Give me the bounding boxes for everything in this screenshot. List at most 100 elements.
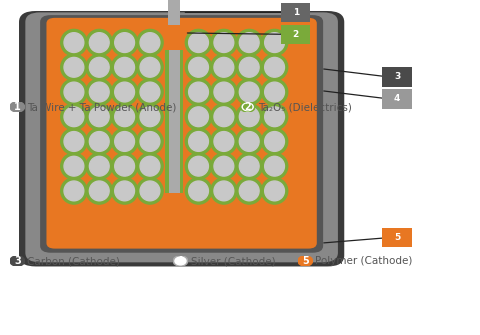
Text: 4: 4 — [394, 94, 400, 104]
Ellipse shape — [240, 33, 259, 53]
Ellipse shape — [64, 156, 84, 176]
Ellipse shape — [189, 156, 208, 176]
Text: 3: 3 — [14, 256, 21, 266]
Ellipse shape — [61, 29, 87, 56]
Ellipse shape — [115, 82, 134, 102]
Ellipse shape — [214, 33, 234, 53]
Ellipse shape — [111, 54, 138, 80]
FancyBboxPatch shape — [382, 89, 412, 109]
Ellipse shape — [89, 57, 109, 77]
Ellipse shape — [115, 181, 134, 201]
Ellipse shape — [111, 104, 138, 130]
Text: Ta Wire + Ta Powder (Anode): Ta Wire + Ta Powder (Anode) — [27, 102, 177, 112]
Ellipse shape — [236, 54, 263, 80]
Ellipse shape — [262, 104, 288, 130]
Text: 5: 5 — [302, 256, 309, 266]
Text: Silver (Cathode): Silver (Cathode) — [191, 256, 275, 266]
FancyBboxPatch shape — [19, 11, 344, 266]
Ellipse shape — [137, 29, 163, 56]
FancyBboxPatch shape — [40, 15, 323, 253]
Ellipse shape — [214, 107, 234, 127]
Ellipse shape — [236, 104, 263, 130]
Text: Polymer (Cathode): Polymer (Cathode) — [315, 256, 413, 266]
Ellipse shape — [115, 107, 134, 127]
Ellipse shape — [86, 178, 112, 204]
Ellipse shape — [89, 132, 109, 151]
Text: 1: 1 — [292, 8, 299, 17]
Ellipse shape — [240, 181, 259, 201]
Ellipse shape — [214, 132, 234, 151]
Ellipse shape — [64, 33, 84, 53]
Ellipse shape — [140, 33, 160, 53]
Ellipse shape — [140, 156, 160, 176]
Ellipse shape — [214, 156, 234, 176]
Ellipse shape — [264, 33, 285, 53]
Ellipse shape — [115, 156, 134, 176]
Ellipse shape — [115, 33, 134, 53]
Ellipse shape — [86, 54, 112, 80]
Ellipse shape — [185, 54, 212, 80]
Ellipse shape — [236, 153, 263, 179]
Ellipse shape — [211, 29, 237, 56]
Ellipse shape — [86, 104, 112, 130]
Ellipse shape — [185, 178, 212, 204]
Ellipse shape — [111, 178, 138, 204]
Ellipse shape — [111, 29, 138, 56]
Ellipse shape — [140, 82, 160, 102]
Circle shape — [173, 256, 188, 266]
Ellipse shape — [211, 153, 237, 179]
Ellipse shape — [262, 79, 288, 105]
Ellipse shape — [111, 128, 138, 155]
Ellipse shape — [214, 82, 234, 102]
Ellipse shape — [264, 57, 285, 77]
Ellipse shape — [111, 153, 138, 179]
Circle shape — [240, 102, 255, 112]
Ellipse shape — [137, 104, 163, 130]
Ellipse shape — [262, 178, 288, 204]
Ellipse shape — [115, 57, 134, 77]
FancyBboxPatch shape — [47, 18, 317, 249]
FancyBboxPatch shape — [281, 25, 311, 44]
Ellipse shape — [86, 153, 112, 179]
Ellipse shape — [236, 79, 263, 105]
Ellipse shape — [137, 128, 163, 155]
Ellipse shape — [240, 107, 259, 127]
Ellipse shape — [189, 107, 208, 127]
FancyBboxPatch shape — [382, 67, 412, 86]
Ellipse shape — [137, 178, 163, 204]
Ellipse shape — [264, 132, 285, 151]
Text: 5: 5 — [394, 233, 400, 242]
Ellipse shape — [61, 104, 87, 130]
Ellipse shape — [211, 104, 237, 130]
FancyBboxPatch shape — [281, 3, 311, 22]
Ellipse shape — [236, 178, 263, 204]
Ellipse shape — [189, 82, 208, 102]
Ellipse shape — [264, 181, 285, 201]
FancyBboxPatch shape — [382, 228, 412, 247]
Ellipse shape — [236, 29, 263, 56]
Bar — [168, 50, 180, 193]
Bar — [165, 50, 183, 193]
Ellipse shape — [61, 128, 87, 155]
Ellipse shape — [115, 132, 134, 151]
Ellipse shape — [64, 57, 84, 77]
Ellipse shape — [64, 107, 84, 127]
Ellipse shape — [185, 104, 212, 130]
Ellipse shape — [185, 153, 212, 179]
Ellipse shape — [140, 57, 160, 77]
Ellipse shape — [264, 107, 285, 127]
Text: 2: 2 — [292, 30, 299, 39]
Ellipse shape — [262, 54, 288, 80]
Ellipse shape — [214, 181, 234, 201]
Ellipse shape — [64, 82, 84, 102]
Ellipse shape — [61, 79, 87, 105]
Ellipse shape — [262, 128, 288, 155]
Ellipse shape — [240, 156, 259, 176]
Ellipse shape — [89, 156, 109, 176]
Ellipse shape — [86, 29, 112, 56]
Ellipse shape — [64, 181, 84, 201]
Ellipse shape — [236, 128, 263, 155]
Ellipse shape — [140, 107, 160, 127]
Ellipse shape — [211, 54, 237, 80]
Ellipse shape — [262, 29, 288, 56]
